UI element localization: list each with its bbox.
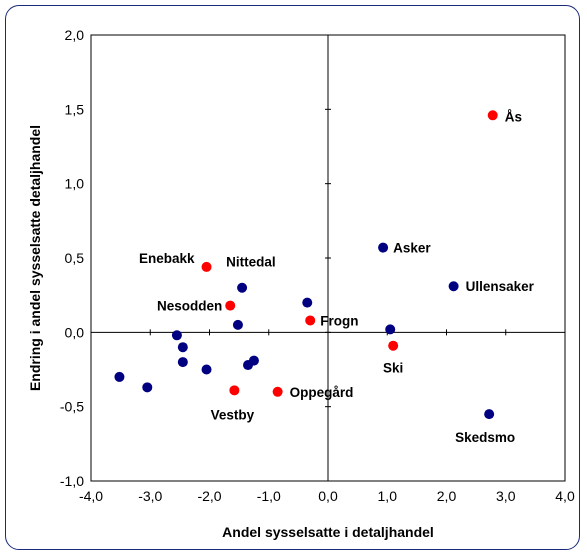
point-label: Frogn [320,313,358,328]
data-point [201,364,212,375]
y-tick-label: -0,5 [60,399,84,415]
data-point [487,110,498,121]
x-axis-title: Andel sysselsatte i detaljhandel [222,524,434,540]
data-point [201,261,212,272]
x-tick-label: -4,0 [79,488,103,504]
data-point [237,282,248,293]
x-tick-label: 1,0 [378,488,398,504]
x-tick-label: -2,0 [197,488,221,504]
point-label: Ski [383,361,403,376]
data-point [142,382,153,393]
x-tick-label: -3,0 [138,488,162,504]
data-point [272,386,283,397]
data-point [177,342,188,353]
y-tick-label: 0,5 [65,250,85,266]
data-point [114,371,125,382]
data-point [225,300,236,311]
y-axis-title: Endring i andel sysselsatte detaljhandel [27,125,43,391]
data-point [305,315,316,326]
x-tick-label: 2,0 [437,488,457,504]
data-point [232,319,243,330]
x-tick-label: -1,0 [257,488,281,504]
y-tick-label: 2,0 [65,27,85,43]
axes [90,34,566,482]
data-point [177,357,188,368]
data-point [448,281,459,292]
y-tick-label: 1,5 [65,101,85,117]
x-tick-label: 4,0 [555,488,575,504]
point-label: Asker [393,241,431,256]
x-tick-label: 3,0 [496,488,516,504]
point-label: Ullensaker [466,279,535,294]
data-point [385,324,396,335]
tick-labels: -4,0 -3,0 -2,0 -1,0 0,0 1,0 2,0 3,0 4,0 2,0 1,5 1,0… [60,27,575,504]
data-point [378,242,389,253]
point-label: Skedsmo [455,430,515,445]
y-tick-label: -1,0 [60,473,84,489]
data-point [302,297,313,308]
data-point [248,355,259,366]
point-label: Nittedal [226,255,276,270]
data-point [388,340,399,351]
point-label: Nesodden [157,299,222,314]
point-label: Vestby [211,407,255,422]
data-points [114,110,498,420]
data-point [484,409,495,420]
y-tick-label: 0,0 [65,324,85,340]
x-tick-label: 0,0 [318,488,338,504]
point-labels: Ås Asker Ullensaker Enebakk Nittedal Nesodden… [139,109,535,445]
data-point [229,385,240,396]
data-point [171,330,182,341]
point-label: Oppegård [290,385,354,400]
y-tick-label: 1,0 [65,176,85,192]
point-label: Ås [505,109,522,124]
point-label: Enebakk [139,251,195,266]
